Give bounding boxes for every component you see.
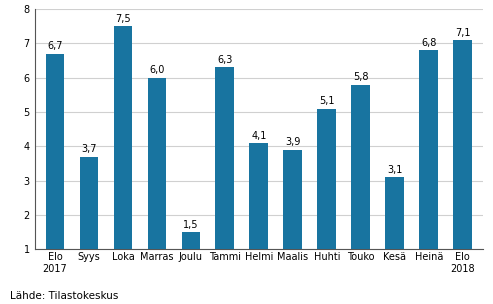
Text: 3,9: 3,9 bbox=[285, 137, 301, 147]
Text: 4,1: 4,1 bbox=[251, 130, 267, 140]
Bar bbox=[386, 177, 404, 284]
Bar bbox=[249, 143, 268, 284]
Bar bbox=[317, 109, 336, 284]
Bar bbox=[352, 85, 370, 284]
Text: 7,1: 7,1 bbox=[455, 28, 470, 38]
Text: 6,0: 6,0 bbox=[149, 65, 165, 75]
Bar bbox=[283, 150, 302, 284]
Bar bbox=[181, 232, 200, 284]
Text: 6,8: 6,8 bbox=[421, 38, 436, 48]
Text: 6,7: 6,7 bbox=[47, 41, 63, 51]
Text: 3,7: 3,7 bbox=[81, 144, 97, 154]
Bar bbox=[454, 40, 472, 284]
Text: 5,1: 5,1 bbox=[319, 96, 335, 106]
Text: 6,3: 6,3 bbox=[217, 55, 233, 65]
Text: 5,8: 5,8 bbox=[353, 72, 369, 82]
Bar bbox=[45, 54, 64, 284]
Bar bbox=[147, 78, 166, 284]
Bar bbox=[215, 67, 234, 284]
Text: 1,5: 1,5 bbox=[183, 220, 199, 230]
Bar bbox=[113, 26, 132, 284]
Text: 7,5: 7,5 bbox=[115, 14, 131, 24]
Bar bbox=[79, 157, 98, 284]
Bar bbox=[420, 50, 438, 284]
Text: 3,1: 3,1 bbox=[387, 165, 402, 175]
Text: Lähde: Tilastokeskus: Lähde: Tilastokeskus bbox=[10, 291, 118, 301]
